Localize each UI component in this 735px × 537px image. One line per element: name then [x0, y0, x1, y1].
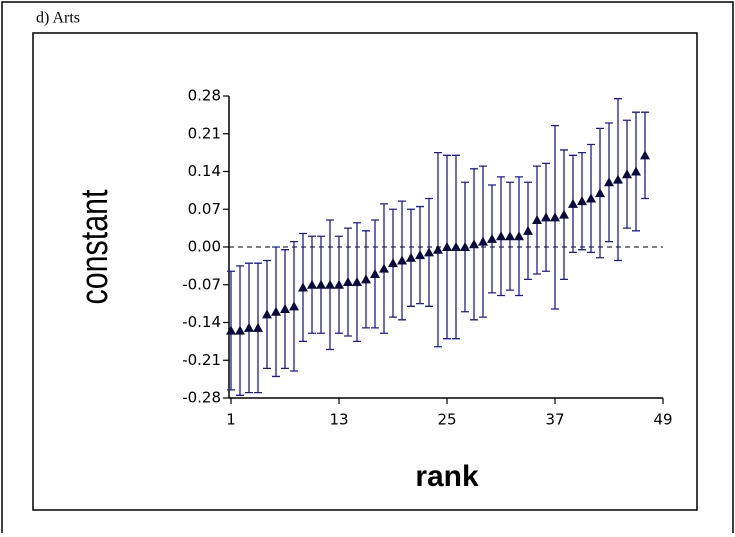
marker — [325, 279, 335, 289]
marker — [559, 209, 569, 219]
marker — [505, 231, 515, 241]
y-tick-label: 0.07 — [188, 200, 221, 218]
marker — [541, 212, 551, 222]
marker — [451, 242, 461, 251]
x-tick-label: 25 — [437, 411, 456, 429]
marker — [316, 279, 326, 289]
marker — [253, 322, 263, 332]
marker — [334, 279, 344, 289]
x-tick-label: 1 — [226, 411, 236, 429]
marker — [406, 252, 416, 262]
x-tick-label: 37 — [545, 411, 564, 429]
chart-title: d) Arts — [36, 10, 80, 27]
marker — [496, 231, 506, 241]
marker — [631, 166, 641, 176]
marker — [289, 301, 299, 311]
marker — [604, 177, 614, 187]
marker — [640, 150, 650, 160]
marker — [235, 325, 245, 335]
marker — [442, 242, 452, 251]
marker — [550, 212, 560, 222]
marker — [523, 225, 533, 235]
marker — [244, 322, 254, 332]
marker — [469, 239, 479, 249]
x-axis-label: rank — [415, 460, 479, 493]
y-tick-label: -0.28 — [182, 389, 221, 407]
marker — [514, 231, 524, 241]
x-tick-label: 13 — [329, 411, 348, 429]
marker — [280, 304, 290, 314]
marker — [298, 282, 308, 292]
marker — [487, 233, 497, 243]
x-tick-label: 49 — [653, 411, 672, 429]
marker — [586, 193, 596, 203]
marker — [397, 255, 407, 265]
marker — [577, 196, 587, 206]
marker — [370, 268, 380, 278]
marker — [424, 247, 434, 257]
marker — [343, 277, 353, 287]
y-tick-label: -0.14 — [182, 313, 221, 331]
marker — [595, 188, 605, 198]
y-tick-label: 0.28 — [188, 87, 221, 105]
marker — [622, 169, 632, 179]
marker — [307, 279, 317, 289]
y-tick-label: -0.07 — [182, 275, 221, 293]
panel-frame — [32, 32, 698, 511]
marker — [568, 198, 578, 208]
marker — [379, 263, 389, 273]
marker — [361, 274, 371, 284]
marker — [478, 236, 488, 246]
marker — [262, 309, 272, 319]
marker — [613, 174, 623, 184]
marker — [352, 277, 362, 287]
y-tick-label: -0.21 — [182, 351, 221, 369]
marker — [226, 325, 236, 335]
y-tick-label: 0.14 — [188, 162, 221, 180]
y-tick-label: 0.21 — [188, 124, 221, 142]
marker — [271, 306, 281, 316]
marker — [388, 258, 398, 268]
y-axis-label: constant — [74, 189, 116, 304]
marker — [433, 244, 443, 254]
marker — [460, 242, 470, 251]
y-tick-label: 0.00 — [188, 238, 221, 256]
marker — [415, 250, 425, 260]
marker — [532, 215, 542, 225]
